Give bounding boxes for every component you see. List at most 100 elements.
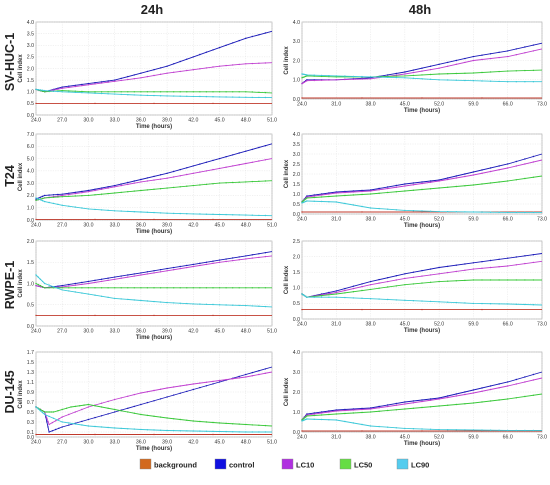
data-point — [35, 284, 37, 287]
data-point — [212, 383, 214, 385]
data-point — [199, 262, 201, 264]
x-tick-label: 39.0 — [162, 118, 172, 124]
data-point — [429, 65, 432, 68]
data-point — [232, 64, 234, 66]
data-point — [35, 88, 37, 91]
x-axis-label: Time (hours) — [136, 335, 172, 341]
data-point — [212, 183, 214, 185]
data-point — [100, 209, 103, 211]
data-point — [186, 185, 188, 187]
y-tick-label: 0.0 — [27, 113, 34, 119]
x-tick-label: 45.0 — [215, 329, 225, 335]
data-point — [352, 204, 355, 206]
data-point — [140, 274, 142, 276]
data-point — [68, 192, 70, 194]
data-point — [464, 57, 466, 60]
data-point — [81, 192, 83, 194]
data-point — [507, 55, 509, 58]
data-point — [498, 303, 500, 305]
data-point — [532, 176, 535, 178]
data-point — [320, 75, 323, 78]
data-point — [107, 91, 109, 93]
data-point — [107, 426, 109, 429]
data-point — [421, 308, 423, 311]
data-point — [114, 186, 116, 188]
data-point — [225, 430, 227, 433]
data-point — [361, 411, 363, 414]
y-tick-label: 0.1 — [27, 430, 34, 436]
data-point — [524, 81, 526, 83]
data-point — [464, 429, 466, 431]
data-point — [395, 402, 397, 405]
data-point — [166, 95, 168, 97]
data-point — [179, 392, 181, 394]
data-point — [447, 404, 449, 406]
data-point — [159, 301, 162, 303]
data-point — [472, 72, 475, 74]
y-axis-label: Cell index — [284, 377, 290, 406]
data-point — [447, 271, 449, 274]
data-point — [153, 175, 155, 178]
data-point — [186, 173, 188, 176]
data-point — [39, 284, 42, 287]
data-point — [245, 96, 247, 99]
series-background — [35, 218, 272, 221]
data-point — [212, 91, 214, 93]
data-point — [532, 50, 535, 52]
data-point — [199, 430, 201, 432]
data-point — [395, 404, 397, 406]
data-point — [301, 77, 303, 79]
x-axis-label: Time (hours) — [136, 124, 172, 130]
data-point — [264, 424, 267, 427]
data-point — [192, 69, 194, 71]
data-point — [127, 276, 129, 278]
data-point — [251, 375, 253, 377]
y-axis-label: Cell index — [284, 46, 290, 75]
data-point — [48, 415, 50, 418]
data-point — [81, 424, 83, 426]
data-point — [153, 218, 155, 221]
data-point — [320, 418, 323, 421]
data-point — [306, 414, 308, 416]
data-point — [232, 423, 234, 425]
data-point — [199, 382, 201, 384]
data-point — [245, 423, 247, 426]
data-point — [120, 184, 122, 187]
data-point — [153, 69, 155, 71]
data-point — [87, 82, 90, 85]
data-point — [205, 91, 208, 93]
data-point — [127, 210, 129, 213]
y-tick-label: 0.5 — [293, 301, 300, 307]
legend-swatch — [339, 458, 352, 470]
x-axis-label: Time (hours) — [404, 108, 440, 114]
x-tick-label: 66.0 — [503, 322, 513, 328]
data-point — [238, 256, 240, 258]
data-point — [320, 74, 323, 77]
data-point — [61, 421, 63, 423]
data-point — [489, 429, 492, 431]
data-point — [481, 387, 483, 389]
data-point — [146, 70, 149, 73]
data-point — [515, 81, 517, 83]
data-point — [186, 287, 188, 289]
data-point — [421, 188, 423, 191]
data-point — [455, 185, 457, 188]
data-point — [232, 431, 234, 433]
y-axis-label: Cell index — [18, 162, 24, 191]
data-point — [507, 167, 509, 169]
data-point — [87, 91, 90, 93]
data-point — [489, 211, 492, 213]
data-point — [179, 302, 181, 304]
x-tick-label: 45.0 — [400, 435, 410, 441]
y-tick-label: 0.0 — [27, 324, 34, 330]
data-point — [245, 181, 247, 183]
data-point — [515, 383, 517, 385]
data-point — [251, 424, 253, 426]
x-tick-label: 31.0 — [331, 102, 341, 108]
data-point — [489, 303, 492, 305]
data-point — [173, 287, 175, 289]
data-point — [212, 380, 214, 383]
data-point — [429, 73, 432, 76]
data-point — [472, 389, 475, 391]
data-point — [173, 71, 175, 74]
